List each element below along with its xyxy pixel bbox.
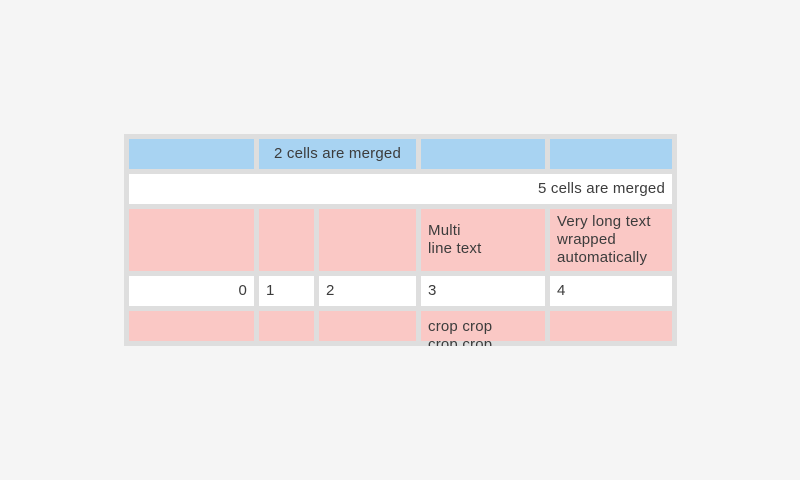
table-cell-text: 4 bbox=[557, 282, 566, 299]
table-cell-text: 1 bbox=[266, 282, 275, 299]
table-cell-r1c0[interactable]: 5 cells are merged bbox=[129, 174, 672, 204]
table-cell-text: 2 bbox=[326, 282, 335, 299]
table-cell-r2c4[interactable]: Very long text wrapped automatically bbox=[550, 209, 672, 271]
table-cell-r0c1[interactable]: 2 cells are merged bbox=[259, 139, 416, 169]
table-cell-r3c3[interactable]: 3 bbox=[421, 276, 545, 306]
table-cell-r3c2[interactable]: 2 bbox=[319, 276, 416, 306]
table-cell-r4c3[interactable]: crop crop crop crop bbox=[421, 311, 545, 346]
table-cell-r0c0[interactable] bbox=[129, 139, 254, 169]
table-cell-r4c1[interactable] bbox=[259, 311, 314, 341]
table-cell-r3c0[interactable]: 0 bbox=[129, 276, 254, 306]
table-cell-r0c3[interactable] bbox=[550, 139, 672, 169]
table-cell-text: 2 cells are merged bbox=[274, 145, 401, 162]
table-cell-r2c0[interactable] bbox=[129, 209, 254, 271]
table-cell-r4c2[interactable] bbox=[319, 311, 416, 341]
table[interactable]: 2 cells are merged 5 cells are merged Mult… bbox=[124, 134, 677, 346]
table-cell-text: crop crop crop crop bbox=[428, 318, 493, 346]
table-cell-r2c3[interactable]: Multi line text bbox=[421, 209, 545, 271]
table-cell-text: 0 bbox=[238, 282, 247, 299]
table-cell-r3c1[interactable]: 1 bbox=[259, 276, 314, 306]
table-cell-text: Multi line text bbox=[428, 222, 482, 257]
table-cell-r4c4[interactable] bbox=[550, 311, 672, 341]
table-cell-text: 5 cells are merged bbox=[538, 180, 665, 197]
table-cell-r2c2[interactable] bbox=[319, 209, 416, 271]
table-cell-r4c0[interactable] bbox=[129, 311, 254, 341]
table-cell-r3c4[interactable]: 4 bbox=[550, 276, 672, 306]
table-cell-text: Very long text wrapped automatically bbox=[557, 213, 651, 266]
table-cell-r0c2[interactable] bbox=[421, 139, 545, 169]
table-cell-text: 3 bbox=[428, 282, 437, 299]
table-cell-r2c1[interactable] bbox=[259, 209, 314, 271]
